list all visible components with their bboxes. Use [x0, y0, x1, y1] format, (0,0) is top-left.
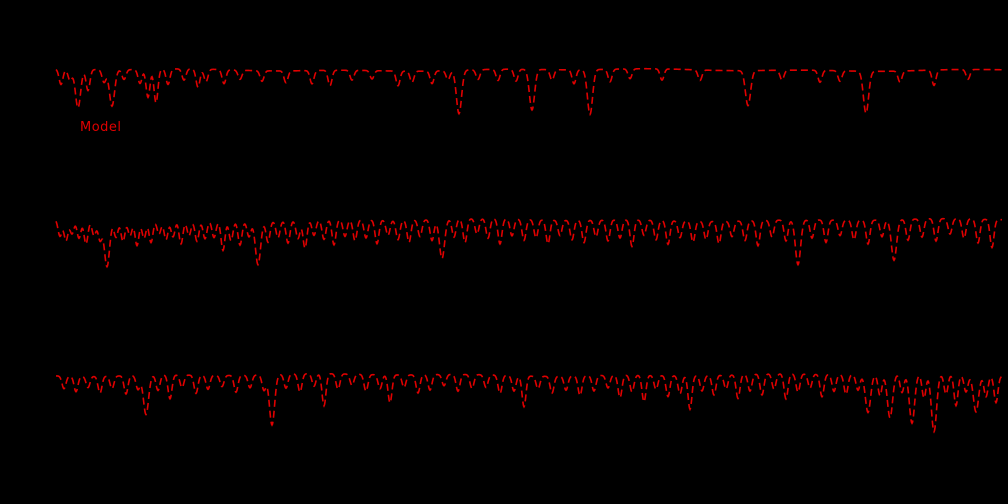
model-spectrum-line [55, 67, 1003, 116]
spectrum-trace-1 [55, 217, 1003, 269]
model-spectrum-line [55, 372, 1003, 434]
legend-label-model: Model [80, 120, 122, 135]
spectrum-panel-middle [0, 165, 1008, 285]
spectrum-trace-2 [55, 372, 1003, 434]
spectrum-panel-bottom [0, 320, 1008, 440]
spectrum-trace-0 [55, 67, 1003, 116]
model-spectrum-line [55, 217, 1003, 269]
spectrum-panel-top [0, 15, 1008, 135]
